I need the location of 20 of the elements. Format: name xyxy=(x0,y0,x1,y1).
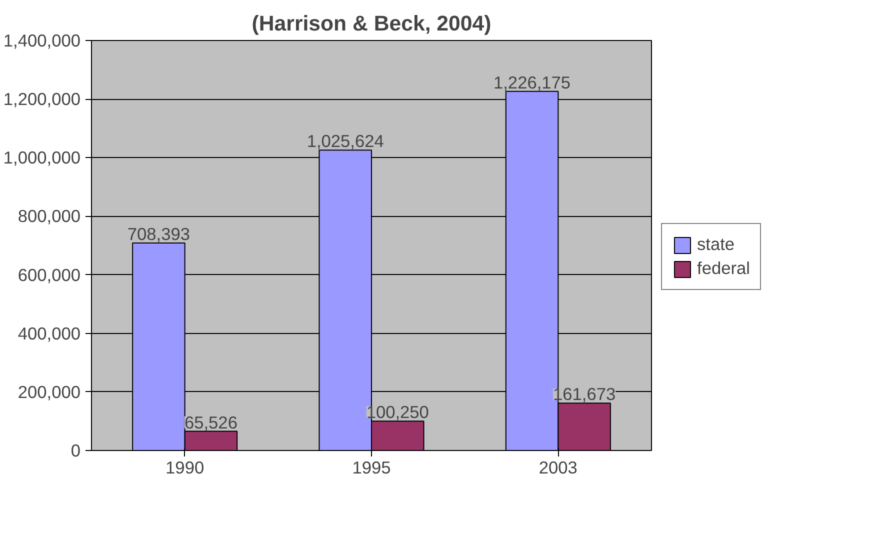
y-tick-label: 1,000,000 xyxy=(3,148,81,168)
y-tick-label: 1,400,000 xyxy=(3,30,81,50)
y-tick-label: 400,000 xyxy=(18,323,81,344)
x-tick-label: 2003 xyxy=(538,458,578,478)
data-label: 161,673 xyxy=(552,384,616,404)
legend-label: state xyxy=(697,234,735,255)
data-label: 708,393 xyxy=(127,224,190,244)
y-tick-label: 200,000 xyxy=(18,382,81,402)
x-tick-label: 1995 xyxy=(352,458,391,478)
data-label: 100,250 xyxy=(366,402,429,422)
data-label: 65,526 xyxy=(184,412,238,432)
x-tick-label: 1990 xyxy=(166,458,204,478)
y-tick-label: 0 xyxy=(70,440,81,460)
chart-title: (Harrison & Beck, 2004) xyxy=(252,12,492,36)
y-tick-label: 1,200,000 xyxy=(3,89,81,110)
legend-label: federal xyxy=(697,258,750,279)
data-label: 1,226,175 xyxy=(493,72,571,92)
y-tick-label: 800,000 xyxy=(18,206,81,226)
data-label: 1,025,624 xyxy=(306,131,384,152)
y-tick-label: 600,000 xyxy=(18,264,81,285)
